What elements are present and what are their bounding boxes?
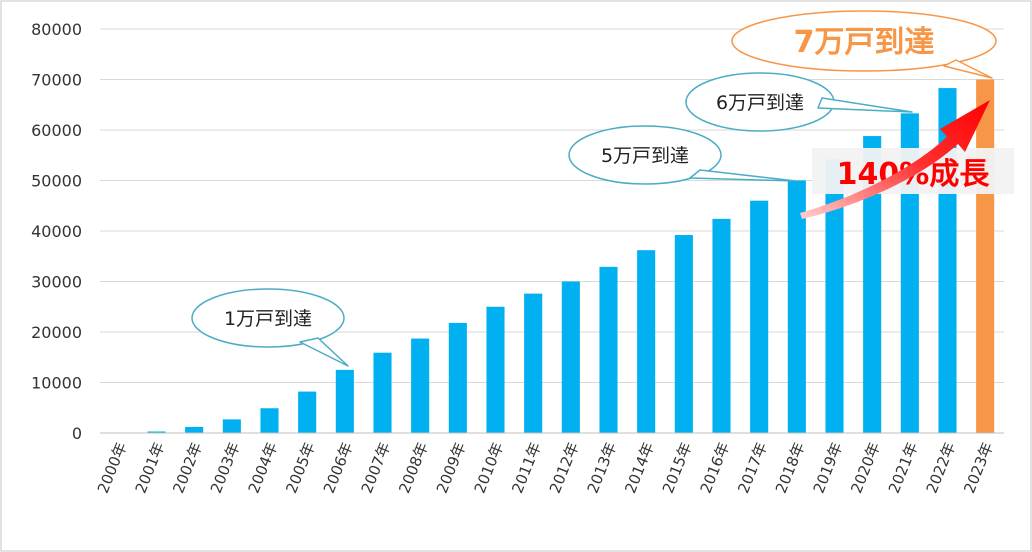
big-callout-tail (943, 59, 993, 79)
bar-2019年 (825, 159, 844, 434)
callout-tail (817, 97, 913, 113)
big-callout: 7万戸到達 (731, 10, 997, 79)
bar-2023年 (976, 79, 995, 433)
y-tick-label: 40000 (31, 222, 82, 241)
bar-2013年 (599, 266, 618, 433)
y-tick-label: 50000 (31, 172, 82, 191)
bar-2017年 (750, 200, 769, 433)
bar-2007年 (373, 352, 392, 433)
bar-2006年 (335, 369, 354, 433)
callout-tail (299, 337, 349, 367)
y-tick-label: 60000 (31, 121, 82, 140)
bar-2004年 (260, 408, 279, 433)
big-callout-bubble (731, 10, 997, 72)
y-tick-label: 0 (72, 424, 82, 443)
y-axis: 0 10000 20000 30000 40000 50000 60000 70000 8000… (31, 20, 82, 443)
callout-text: 6万戸到達 (716, 92, 804, 114)
bar-2018年 (787, 180, 806, 433)
bar-2005年 (298, 391, 317, 433)
y-tick-label: 70000 (31, 71, 82, 90)
y-tick-label: 20000 (31, 323, 82, 342)
y-tick-label: 10000 (31, 374, 82, 393)
callout-bubble (568, 125, 722, 185)
callout-tail (689, 169, 797, 182)
bar-2014年 (637, 250, 656, 433)
big-callout-text: 7万戸到達 (794, 25, 935, 60)
bar-2010年 (486, 306, 505, 433)
bar-2016年 (712, 218, 731, 433)
callout-bubble (191, 288, 345, 348)
bar-2003年 (222, 419, 241, 433)
y-tick-label: 30000 (31, 273, 82, 292)
callout-3: 6万戸到達 (685, 72, 913, 132)
bar-2020年 (863, 136, 882, 433)
growth-arrow (800, 100, 990, 219)
y-tick-label: 80000 (31, 20, 82, 39)
callout-text: 1万戸到達 (224, 308, 312, 330)
bar-2009年 (448, 322, 467, 433)
bar-2008年 (411, 338, 430, 433)
callout-text: 5万戸到達 (601, 145, 689, 167)
bar-2012年 (561, 281, 580, 433)
callout-2: 5万戸到達 (568, 125, 797, 185)
callout-1: 1万戸到達 (191, 288, 349, 367)
bar-2002年 (185, 426, 204, 433)
bar-2011年 (524, 293, 543, 433)
bar-2001年 (147, 431, 166, 433)
bar-2015年 (674, 235, 693, 433)
callouts: 1万戸到達 5万戸到達 6万戸到達 7万戸到達 (191, 10, 997, 367)
